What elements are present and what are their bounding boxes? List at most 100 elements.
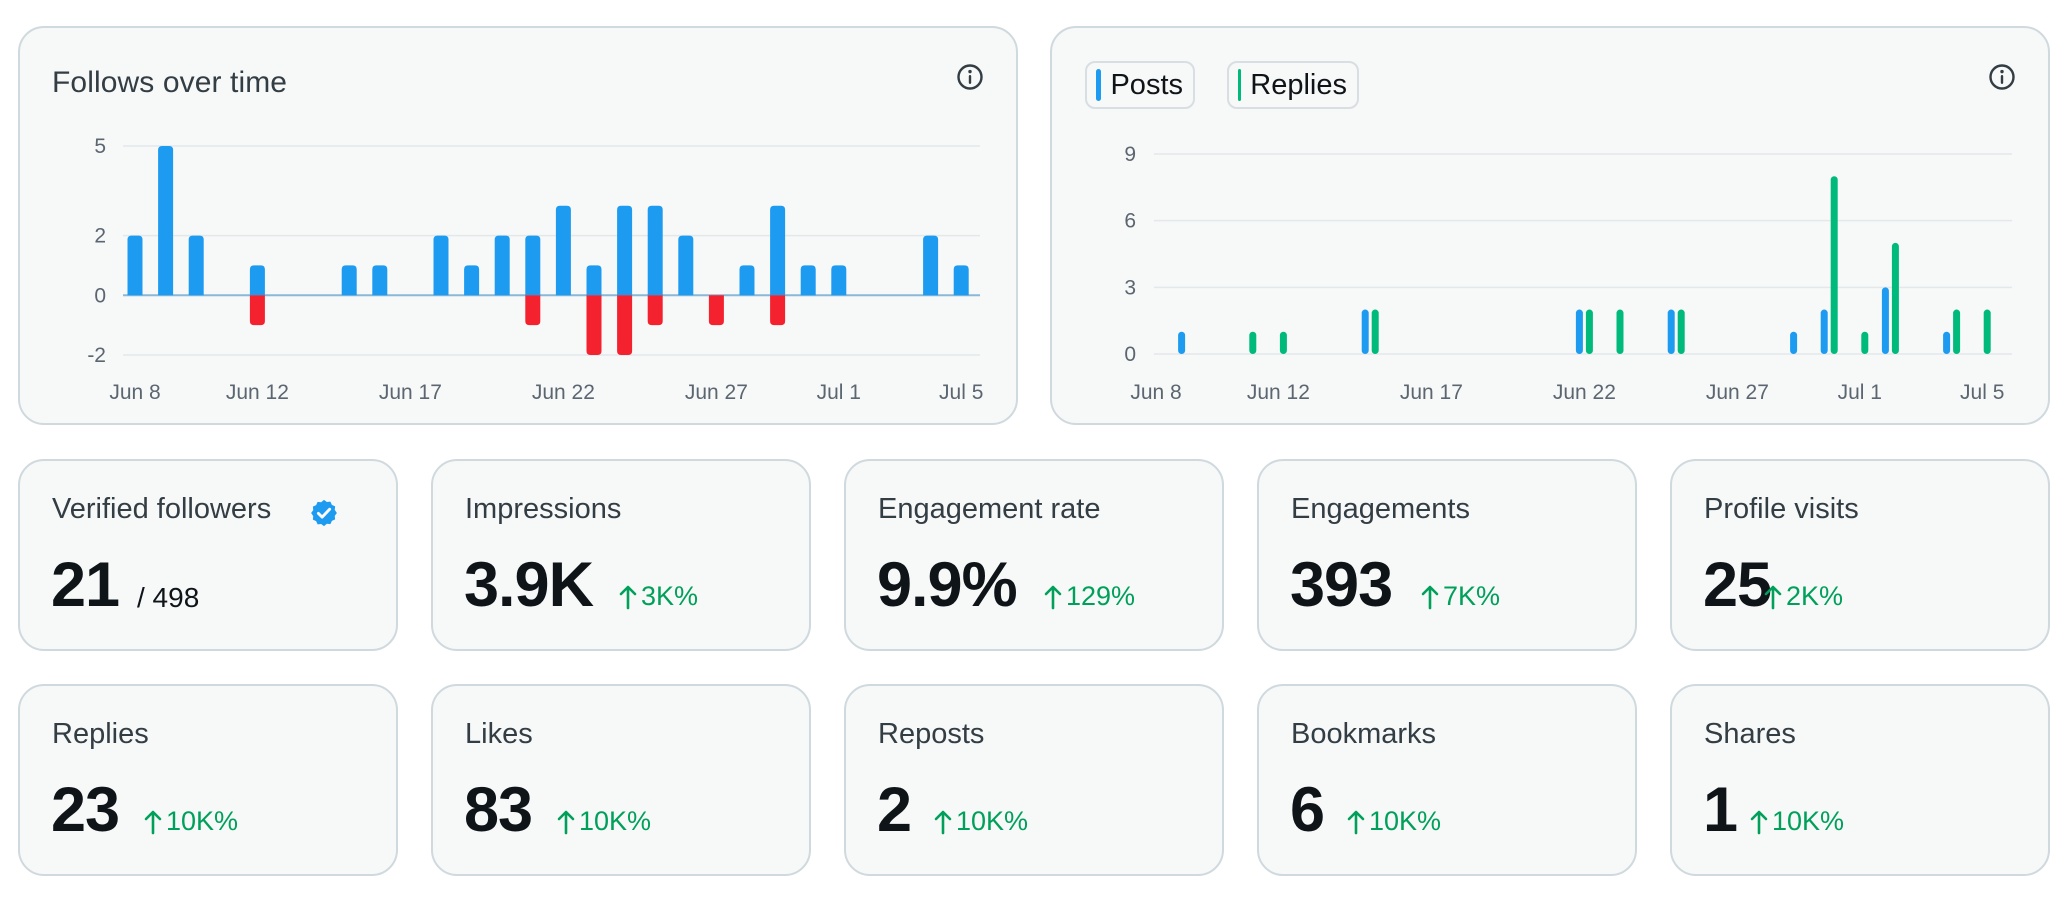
- metric-value: 3.9K: [464, 550, 594, 620]
- bar-follow: [188, 235, 204, 296]
- bar-follow: [158, 146, 174, 296]
- metric-label: Shares: [1704, 718, 1796, 750]
- arrow-up-icon: [934, 810, 952, 834]
- bar-follow: [647, 205, 663, 296]
- metric-card-likes[interactable]: Likes 83 10K%: [431, 684, 811, 876]
- metric-label: Engagements: [1291, 493, 1470, 525]
- metric-value: 25: [1703, 550, 1772, 620]
- x-tick-label: Jun 17: [1400, 381, 1463, 404]
- posts-replies-card: Posts Replies 9 6 3 0 Jun 8 Jun 12 Jun 17 Jun 2…: [1050, 26, 2050, 425]
- x-tick-label: Jun 8: [109, 381, 160, 404]
- x-tick-label: Jul 5: [1960, 381, 2004, 404]
- bar-follow: [770, 205, 786, 296]
- y-tick-label: 0: [94, 284, 106, 307]
- y-tick-label: 0: [1124, 343, 1136, 366]
- bar-follow: [617, 205, 633, 296]
- metric-delta: 3K%: [619, 581, 698, 612]
- arrow-up-icon: [1764, 585, 1782, 609]
- bar-replies: [1983, 309, 1991, 354]
- metric-delta: 10K%: [557, 806, 651, 837]
- metric-card-impressions[interactable]: Impressions 3.9K 3K%: [431, 459, 811, 651]
- metric-value: 9.9%: [877, 550, 1018, 620]
- bar-unfollow: [249, 295, 265, 326]
- bar-follow: [433, 235, 449, 296]
- legend-replies-label: Replies: [1250, 68, 1347, 101]
- bar-unfollow: [770, 295, 786, 326]
- y-tick-label: 6: [1124, 210, 1136, 233]
- bar-follow: [525, 235, 541, 296]
- follows-over-time-card: Follows over time 5 2 0 -2 Jun 8 Jun 12 Jun 17…: [18, 26, 1018, 425]
- metric-value: 393: [1290, 550, 1393, 620]
- metric-card-bookmarks[interactable]: Bookmarks 6 10K%: [1257, 684, 1637, 876]
- metric-card-shares[interactable]: Shares 1 10K%: [1670, 684, 2050, 876]
- metric-delta-value: 10K%: [1772, 806, 1845, 836]
- metric-label: Likes: [465, 718, 533, 750]
- bar-follow: [800, 265, 816, 296]
- metric-label: Bookmarks: [1291, 718, 1437, 750]
- metric-delta-value: 10K%: [1369, 806, 1442, 836]
- metric-label: Impressions: [465, 493, 622, 525]
- metric-card-engagement-rate[interactable]: Engagement rate 9.9% 129%: [844, 459, 1224, 651]
- y-tick-label: 5: [94, 135, 106, 158]
- info-icon[interactable]: [1987, 62, 2017, 92]
- bar-replies: [1891, 242, 1899, 354]
- bar-follow: [341, 265, 357, 296]
- x-tick-label: Jun 22: [532, 381, 595, 404]
- metric-card-engagements[interactable]: Engagements 393 7K%: [1257, 459, 1637, 651]
- bar-unfollow: [525, 295, 541, 326]
- bar-replies: [1249, 331, 1257, 354]
- metric-delta-value: 7K%: [1443, 581, 1501, 611]
- info-icon[interactable]: [955, 62, 985, 92]
- follows-chart-title: Follows over time: [52, 66, 288, 99]
- metric-label: Verified followers: [52, 493, 272, 525]
- bar-replies: [1616, 309, 1624, 354]
- arrow-up-icon: [619, 585, 637, 609]
- bar-follow: [127, 235, 143, 296]
- y-tick-label: -2: [87, 344, 106, 367]
- bar-follow: [494, 235, 510, 296]
- bar-unfollow: [586, 295, 602, 355]
- legend-replies-swatch: [1238, 69, 1242, 101]
- metric-card-reposts[interactable]: Reposts 2 10K%: [844, 684, 1224, 876]
- metric-card-replies[interactable]: Replies 23 10K%: [18, 684, 398, 876]
- bar-replies: [1861, 331, 1869, 354]
- x-tick-label: Jun 8: [1130, 381, 1181, 404]
- bar-follow: [249, 265, 265, 296]
- legend-replies[interactable]: Replies: [1227, 61, 1359, 109]
- legend-posts-label: Posts: [1110, 68, 1183, 101]
- bar-replies: [1279, 331, 1287, 354]
- y-tick-label: 2: [94, 225, 106, 248]
- bar-unfollow: [647, 295, 663, 326]
- bar-follow: [953, 265, 969, 296]
- bar-replies: [1371, 309, 1379, 354]
- metric-total: / 498: [137, 582, 200, 613]
- bar-posts: [1361, 309, 1369, 354]
- bar-follow: [464, 265, 480, 296]
- metric-delta: 10K%: [1750, 806, 1844, 837]
- metric-delta-value: 10K%: [579, 806, 652, 836]
- bar-posts: [1667, 309, 1675, 354]
- metric-value: 21: [51, 550, 120, 620]
- arrow-up-icon: [557, 810, 575, 834]
- x-tick-label: Jun 12: [226, 381, 289, 404]
- metric-delta: 10K%: [144, 806, 238, 837]
- metric-value: 1: [1703, 775, 1738, 845]
- metric-label: Profile visits: [1704, 493, 1859, 525]
- bar-posts: [1943, 331, 1951, 354]
- posts-replies-chart: 9 6 3 0 Jun 8 Jun 12 Jun 17 Jun 22 Jun 27 Jul 1 Ju…: [1124, 143, 2012, 404]
- bar-posts: [1881, 287, 1889, 354]
- x-tick-label: Jul 1: [817, 381, 861, 404]
- legend-posts[interactable]: Posts: [1085, 61, 1195, 109]
- metric-delta-value: 2K%: [1786, 581, 1844, 611]
- metric-value: 6: [1290, 775, 1325, 845]
- bar-follow: [586, 265, 602, 296]
- metric-card-profile-visits[interactable]: Profile visits 25 2K%: [1670, 459, 2050, 651]
- metric-card-verified-followers[interactable]: Verified followers 21 / 498: [18, 459, 398, 651]
- arrow-up-icon: [1421, 585, 1439, 609]
- metric-delta-value: 129%: [1066, 581, 1136, 611]
- x-tick-label: Jul 5: [939, 381, 983, 404]
- x-tick-label: Jun 12: [1247, 381, 1310, 404]
- bar-replies: [1585, 309, 1593, 354]
- bar-follow: [831, 265, 847, 296]
